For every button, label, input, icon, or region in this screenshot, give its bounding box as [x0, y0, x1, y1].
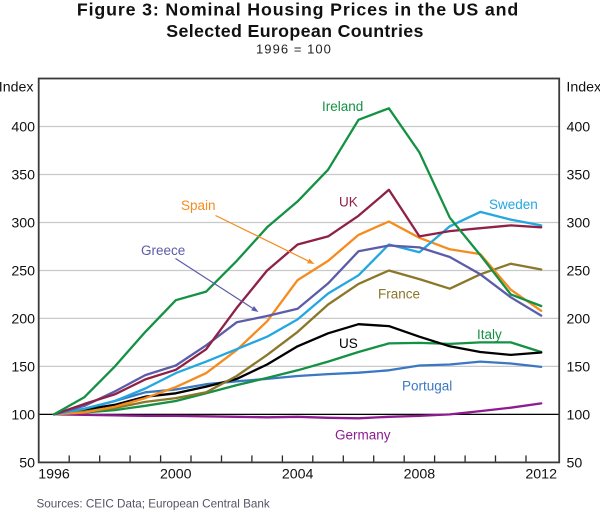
svg-text:Ireland: Ireland — [322, 99, 363, 114]
svg-text:200: 200 — [11, 311, 35, 327]
svg-text:1996: 1996 — [38, 467, 70, 483]
svg-text:250: 250 — [567, 264, 591, 280]
svg-text:250: 250 — [11, 264, 35, 280]
svg-text:300: 300 — [11, 216, 35, 232]
svg-text:Sweden: Sweden — [489, 197, 538, 212]
svg-text:100: 100 — [11, 407, 35, 423]
svg-text:Spain: Spain — [181, 198, 216, 213]
svg-text:150: 150 — [567, 359, 591, 375]
svg-text:Figure 3: Nominal Housing Pric: Figure 3: Nominal Housing Prices in the … — [77, 0, 519, 19]
svg-text:350: 350 — [11, 168, 35, 184]
svg-text:400: 400 — [11, 120, 35, 136]
svg-text:100: 100 — [567, 407, 591, 423]
svg-text:200: 200 — [567, 311, 591, 327]
svg-text:2000: 2000 — [160, 467, 192, 483]
svg-text:2008: 2008 — [404, 467, 436, 483]
svg-text:Portugal: Portugal — [402, 379, 452, 394]
svg-text:Selected European Countries: Selected European Countries — [166, 21, 423, 41]
svg-text:2012: 2012 — [525, 467, 557, 483]
svg-text:Italy: Italy — [477, 327, 502, 342]
svg-text:1996 = 100: 1996 = 100 — [256, 42, 332, 57]
svg-text:Sources: CEIC Data; European: Sources: CEIC Data; European Central Ban… — [37, 498, 270, 511]
svg-text:Germany: Germany — [335, 428, 391, 443]
svg-text:300: 300 — [567, 216, 591, 232]
svg-text:Greece: Greece — [141, 243, 185, 258]
svg-text:150: 150 — [11, 359, 35, 375]
svg-text:UK: UK — [339, 195, 358, 210]
svg-text:Index: Index — [566, 79, 600, 95]
svg-text:Index: Index — [0, 79, 34, 95]
svg-text:350: 350 — [567, 168, 591, 184]
svg-text:France: France — [378, 287, 420, 302]
svg-text:50: 50 — [19, 455, 35, 471]
svg-text:US: US — [339, 336, 358, 351]
svg-text:400: 400 — [567, 120, 591, 136]
svg-text:2004: 2004 — [282, 467, 314, 483]
svg-text:50: 50 — [567, 455, 583, 471]
